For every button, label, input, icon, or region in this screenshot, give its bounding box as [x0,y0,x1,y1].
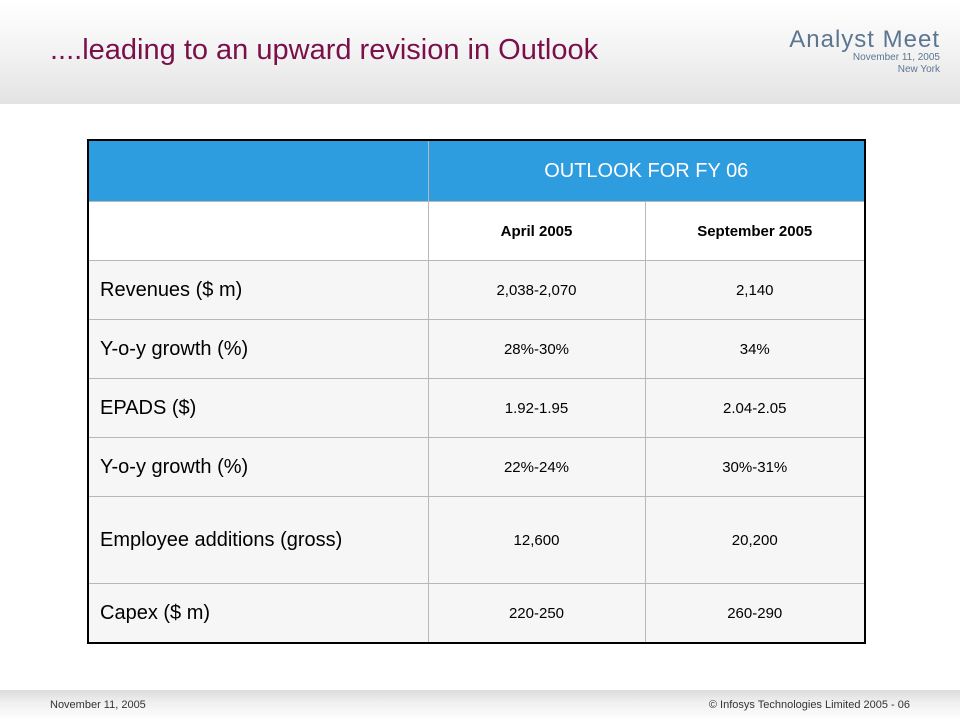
table-row: Y-o-y growth (%) 22%-24% 30%-31% [87,437,866,497]
table-row: Y-o-y growth (%) 28%-30% 34% [87,319,866,379]
table-row: Employee additions (gross) 12,600 20,200 [87,496,866,584]
brand-title: Analyst Meet [789,26,940,53]
footer-band [0,690,960,720]
column-header-blank [87,201,429,261]
table-row: Capex ($ m) 220-250 260-290 [87,583,866,644]
table-header-outlook: OUTLOOK FOR FY 06 [427,139,866,202]
row-label: Y-o-y growth (%) [87,319,429,379]
column-header-april: April 2005 [427,201,646,261]
september-value: 30%-31% [644,437,866,497]
april-value: 12,600 [427,496,646,584]
row-label: EPADS ($) [87,378,429,438]
april-value: 1.92-1.95 [427,378,646,438]
footer-date: November 11, 2005 [50,699,146,711]
row-label: Y-o-y growth (%) [87,437,429,497]
table-header-row: OUTLOOK FOR FY 06 [87,139,866,202]
april-value: 28%-30% [427,319,646,379]
september-value: 34% [644,319,866,379]
row-label: Capex ($ m) [87,583,429,644]
row-label: Revenues ($ m) [87,260,429,320]
table-header-blank [87,139,429,202]
table-row: EPADS ($) 1.92-1.95 2.04-2.05 [87,378,866,438]
september-value: 260-290 [644,583,866,644]
header-band [0,0,960,104]
footer-copyright: © Infosys Technologies Limited 2005 - 06 [708,699,910,711]
row-label: Employee additions (gross) [87,496,429,584]
april-value: 2,038-2,070 [427,260,646,320]
april-value: 220-250 [427,583,646,644]
slide-title: ....leading to an upward revision in Out… [50,34,599,66]
brand-block: Analyst Meet November 11, 2005 New York [789,28,940,76]
september-value: 20,200 [644,496,866,584]
september-value: 2.04-2.05 [644,378,866,438]
april-value: 22%-24% [427,437,646,497]
table-column-header-row: April 2005 September 2005 [87,201,866,261]
september-value: 2,140 [644,260,866,320]
brand-date: November 11, 2005 [852,52,940,63]
outlook-table: OUTLOOK FOR FY 06 April 2005 September 2… [87,139,866,644]
table-row: Revenues ($ m) 2,038-2,070 2,140 [87,260,866,320]
column-header-september: September 2005 [644,201,866,261]
brand-location: New York [897,64,940,75]
